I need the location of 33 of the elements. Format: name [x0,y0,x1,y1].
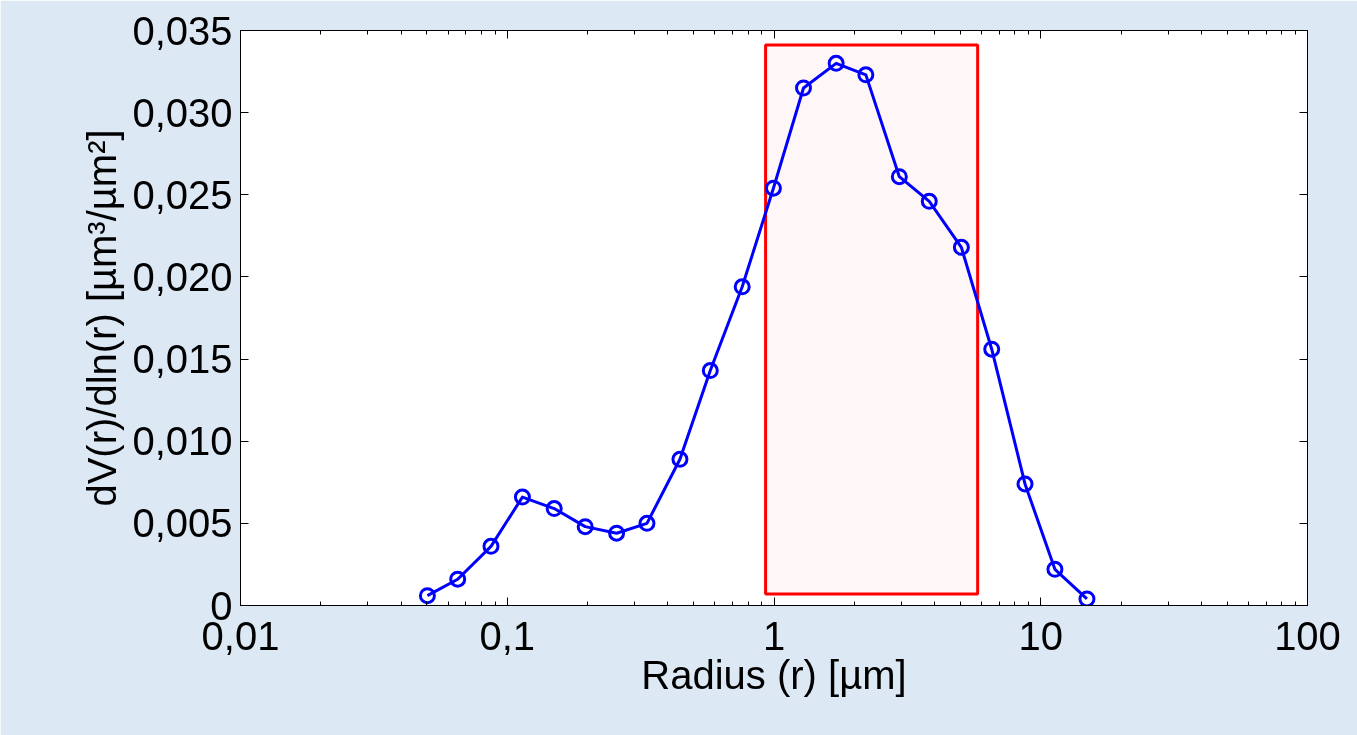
point [701,362,719,380]
x-tick-label: 100 [1274,613,1341,658]
y-axis-title: dV(r)/dln(r) [µm³/µm²] [80,129,125,507]
point [1046,560,1064,578]
point [418,587,436,605]
y-tick-label: 0,035 [132,8,233,53]
point [857,66,875,84]
point [482,537,500,555]
y-tick-label: 0,025 [132,172,233,217]
point [890,168,908,186]
y-tick-label: 0,020 [132,254,233,299]
point [827,54,845,72]
point [1078,590,1096,606]
y-tick-label: 0,005 [132,501,233,546]
point [671,450,689,468]
point [920,192,938,210]
y-tick-label: 0,015 [132,337,233,382]
y-tick-label: 0,030 [132,90,233,135]
x-tick-label: 0,1 [479,613,536,658]
point [733,278,751,296]
point [1016,475,1034,493]
point [449,570,467,588]
y-tick-label: 0,010 [132,419,233,464]
point [952,238,970,256]
point [795,79,812,97]
point [545,500,563,518]
point [638,514,656,532]
point [576,518,594,536]
point [764,179,782,197]
x-tick-label: 10 [1018,613,1063,658]
point [608,524,626,542]
point [983,340,1001,358]
point [513,488,531,506]
